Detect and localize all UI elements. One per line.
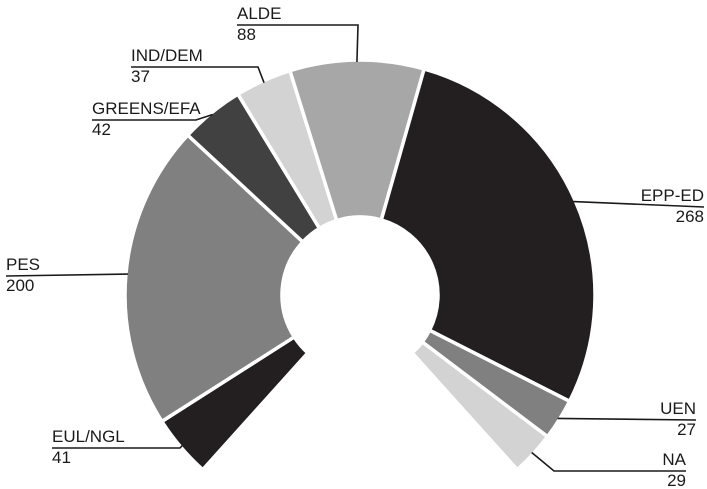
- slice-value-na: 29: [667, 471, 686, 489]
- slice-value-epp-ed: 268: [676, 207, 704, 226]
- slice-value-eul-ngl: 41: [52, 448, 71, 467]
- leader-line-na: [531, 451, 686, 472]
- leader-line-ind-dem: [131, 66, 265, 83]
- leader-line-pes: [5, 273, 128, 277]
- slice-label-ind-dem: IND/DEM: [131, 46, 203, 65]
- slice-label-epp-ed: EPP-ED: [641, 186, 704, 205]
- slice-value-ind-dem: 37: [131, 67, 150, 86]
- chart-slices: [123, 58, 597, 473]
- leader-line-greens-efa: [92, 113, 213, 121]
- slice-pes: [123, 132, 306, 424]
- slice-value-greens-efa: 42: [92, 120, 111, 139]
- leader-line-epp-ed: [573, 200, 705, 208]
- slice-label-greens-efa: GREENS/EFA: [92, 99, 201, 118]
- slice-label-pes: PES: [6, 255, 40, 274]
- leader-line-alde: [237, 24, 359, 63]
- slice-value-alde: 88: [237, 25, 256, 44]
- slice-value-uen: 27: [677, 420, 696, 439]
- slice-epp-ed: [379, 66, 597, 404]
- leader-line-uen: [557, 417, 697, 421]
- slice-label-alde: ALDE: [237, 4, 281, 23]
- leader-line-eul-ngl: [52, 445, 183, 449]
- slice-na: [409, 339, 550, 473]
- chart-labels: EUL/NGL 41 PES 200 GREENS/EFA 42 IND/DEM 37 ALDE…: [5, 4, 705, 489]
- slice-label-na: NA: [662, 450, 686, 469]
- slice-label-uen: UEN: [660, 399, 696, 418]
- slice-label-eul-ngl: EUL/NGL: [52, 427, 125, 446]
- slice-value-pes: 200: [6, 276, 34, 295]
